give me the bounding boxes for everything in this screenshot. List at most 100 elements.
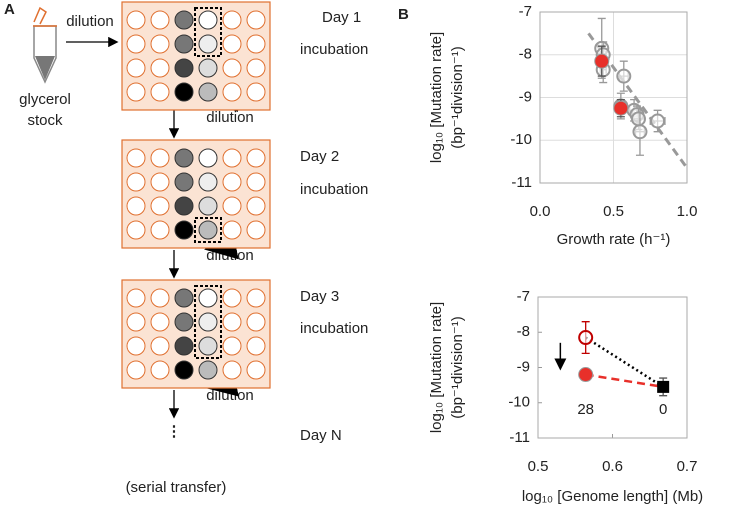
- well: [198, 220, 218, 240]
- well: [198, 34, 218, 54]
- well: [198, 360, 218, 380]
- x-axis-label: Growth rate (h⁻¹): [557, 231, 671, 248]
- y-axis-label: log₁₀ [Mutation rate]: [428, 32, 445, 163]
- well: [174, 360, 194, 380]
- well: [126, 288, 146, 308]
- well: [222, 82, 242, 102]
- well: [126, 10, 146, 30]
- marker: [613, 100, 629, 116]
- tube-content: [35, 56, 55, 80]
- selection-box: [194, 217, 222, 243]
- marker: [632, 124, 648, 140]
- selection-box: [194, 7, 222, 57]
- well: [126, 312, 146, 332]
- action-label: incubation: [300, 181, 368, 198]
- well: [198, 288, 218, 308]
- well: [246, 196, 266, 216]
- well: [150, 360, 170, 380]
- marker: [650, 113, 666, 129]
- well: [174, 220, 194, 240]
- action-label: incubation: [300, 41, 368, 58]
- well: [126, 336, 146, 356]
- well: [222, 220, 242, 240]
- well: [126, 172, 146, 192]
- well: [222, 288, 242, 308]
- well: [150, 10, 170, 30]
- well: [174, 148, 194, 168]
- y-tick-label: -7: [519, 3, 532, 20]
- marker: [630, 111, 646, 127]
- ellipsis: ⋮: [167, 423, 182, 440]
- x-tick-label: 0.5: [528, 458, 549, 475]
- well: [222, 10, 242, 30]
- well: [150, 312, 170, 332]
- well: [222, 58, 242, 78]
- well: [198, 172, 218, 192]
- x-tick-label: 0.7: [677, 458, 698, 475]
- dilution-label: dilution: [206, 387, 254, 404]
- well: [246, 312, 266, 332]
- connector: [585, 336, 664, 388]
- well: [174, 336, 194, 356]
- well: [246, 172, 266, 192]
- well: [198, 312, 218, 332]
- plot-frame: [539, 11, 688, 184]
- y-tick-label: -10: [508, 394, 530, 411]
- well: [246, 148, 266, 168]
- well: [174, 288, 194, 308]
- well: [150, 196, 170, 216]
- well: [150, 172, 170, 192]
- well: [174, 58, 194, 78]
- annotation: 0: [659, 401, 667, 418]
- y-tick-label: -10: [510, 131, 532, 148]
- well: [246, 360, 266, 380]
- panel-label: B: [398, 6, 409, 23]
- note: (serial transfer): [126, 479, 227, 496]
- well: [246, 82, 266, 102]
- well: [174, 196, 194, 216]
- well: [126, 148, 146, 168]
- marker: [578, 367, 594, 383]
- x-tick-label: 0.5: [603, 203, 624, 220]
- well: [198, 196, 218, 216]
- well: [198, 58, 218, 78]
- annotation: 28: [577, 401, 594, 418]
- well: [246, 58, 266, 78]
- well: [198, 148, 218, 168]
- well: [150, 220, 170, 240]
- well: [150, 288, 170, 308]
- well: [222, 360, 242, 380]
- x-tick-label: 0.6: [602, 458, 623, 475]
- x-tick-label: 1.0: [677, 203, 698, 220]
- well: [150, 58, 170, 78]
- y-tick-label: -9: [519, 88, 532, 105]
- day-label: Day 3: [300, 288, 339, 305]
- well: [198, 10, 218, 30]
- well: [222, 172, 242, 192]
- y-tick-label: -11: [509, 429, 530, 446]
- day-label: Day 2: [300, 148, 339, 165]
- marker: [578, 330, 594, 346]
- y-axis-label: (bp⁻¹division⁻¹): [449, 316, 466, 419]
- well: [222, 148, 242, 168]
- well: [246, 34, 266, 54]
- well: [126, 58, 146, 78]
- well: [150, 34, 170, 54]
- well: [150, 336, 170, 356]
- y-tick-label: -8: [519, 46, 532, 63]
- y-tick-label: -9: [517, 358, 530, 375]
- well: [222, 312, 242, 332]
- well: [198, 336, 218, 356]
- dilution-label: dilution: [206, 109, 254, 126]
- well: [174, 172, 194, 192]
- marker: [616, 68, 632, 84]
- well: [126, 82, 146, 102]
- plot-frame: [537, 296, 688, 439]
- marker: [594, 53, 610, 69]
- well: [150, 82, 170, 102]
- source-label: glycerol: [19, 91, 71, 108]
- well: [222, 196, 242, 216]
- panel-label: A: [4, 1, 15, 18]
- source-label: stock: [27, 112, 63, 129]
